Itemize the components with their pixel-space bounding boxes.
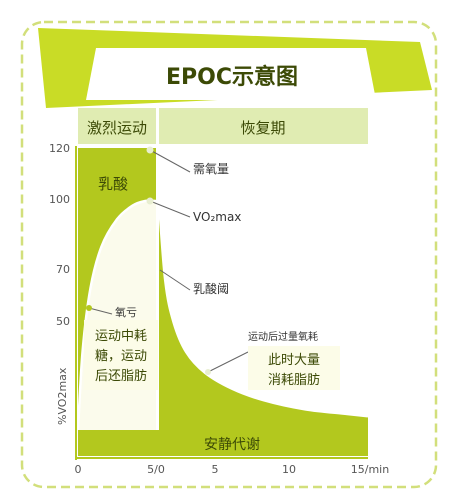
epoc-label: 运动后过量氧耗 bbox=[248, 330, 318, 343]
x-tick-label-1: 5/0 bbox=[147, 463, 165, 476]
x-tick-label-4: 15/min bbox=[351, 463, 389, 476]
oxygen-demand-marker bbox=[146, 146, 154, 154]
oxygen-demand-leader bbox=[149, 149, 191, 173]
oxygen-demand-label: 需氧量 bbox=[193, 162, 229, 176]
exercise-note-line-3: 后还脂肪 bbox=[95, 368, 147, 384]
title-ribbon-front bbox=[86, 48, 376, 100]
x-tick-label-2: 5 bbox=[212, 463, 219, 476]
vo2max-leader bbox=[149, 200, 191, 218]
phase-label-recovery: 恢复期 bbox=[240, 119, 285, 137]
x-tick-label-3: 10 bbox=[282, 463, 296, 476]
epoc-leader bbox=[207, 351, 249, 373]
phase-divider bbox=[156, 148, 159, 430]
chart-title: EPOC示意图 bbox=[166, 64, 298, 90]
epoc-area bbox=[159, 201, 368, 430]
y-tick-labels: 120 100 70 50 bbox=[49, 142, 70, 328]
vo2max-label: VO₂max bbox=[193, 210, 241, 224]
lactate-threshold-leader bbox=[159, 269, 191, 291]
lactic-acid-label: 乳酸 bbox=[98, 175, 128, 193]
oxygen-deficit-leader bbox=[88, 307, 113, 315]
y-tick-label-0: 120 bbox=[49, 142, 70, 155]
oxygen-deficit-marker bbox=[86, 305, 92, 311]
dashed-frame bbox=[20, 20, 438, 489]
exercise-note-box bbox=[84, 320, 158, 390]
phase-label-exercise: 激烈运动 bbox=[87, 119, 147, 137]
exercise-note-line-2: 糖，运动 bbox=[95, 348, 147, 364]
baseline-label: 安静代谢 bbox=[204, 437, 260, 453]
lactate-threshold-label: 乳酸阈 bbox=[193, 281, 229, 296]
vo2max-marker bbox=[146, 197, 154, 205]
y-tick-label-1: 100 bbox=[49, 193, 70, 206]
y-tick-label-2: 70 bbox=[56, 263, 70, 276]
oxygen-deficit-label: 氧亏 bbox=[115, 305, 137, 319]
x-tick-label-0: 0 bbox=[75, 463, 82, 476]
recovery-note-box bbox=[248, 346, 340, 390]
y-tick-label-3: 50 bbox=[56, 315, 70, 328]
baseline-band bbox=[78, 430, 368, 456]
recovery-note-line-2: 消耗脂肪 bbox=[268, 372, 320, 388]
exercise-note-line-1: 运动中耗 bbox=[95, 329, 147, 344]
y-axis-label: %VO2max bbox=[56, 367, 69, 425]
header-band bbox=[78, 108, 368, 144]
vo2-curve-line bbox=[76, 199, 369, 431]
recovery-note-line-1: 此时大量 bbox=[268, 353, 320, 368]
epoc-marker bbox=[205, 369, 211, 375]
header-divider bbox=[156, 108, 159, 144]
x-tick-labels: 0 5/0 5 10 15/min bbox=[75, 463, 390, 476]
